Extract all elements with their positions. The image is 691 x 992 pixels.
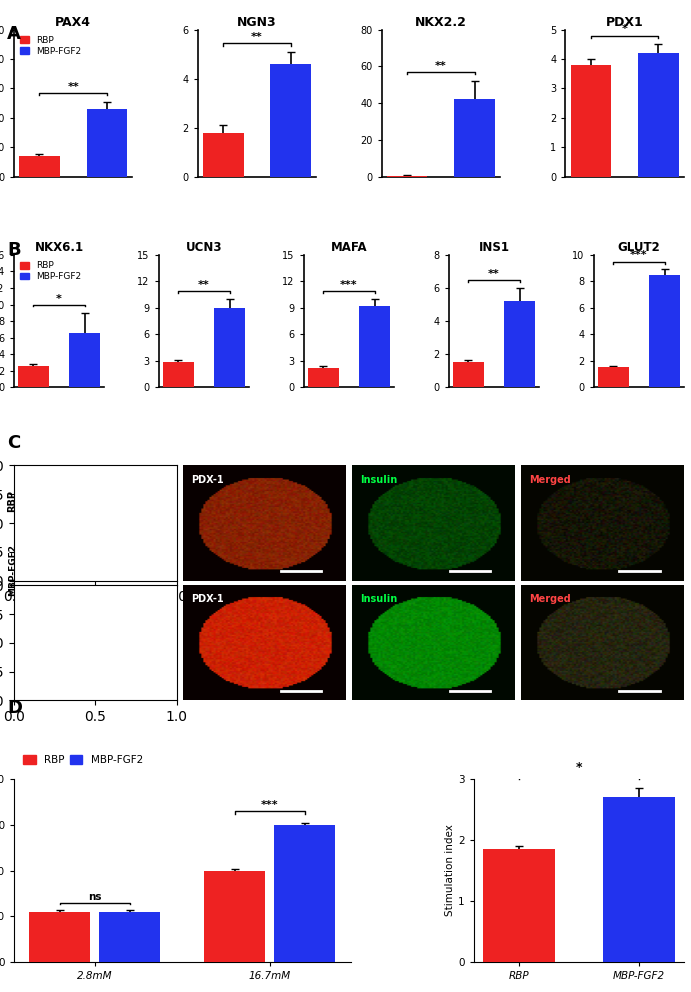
Title: NGN3: NGN3 <box>237 16 277 29</box>
Legend: RBP, MBP-FGF2: RBP, MBP-FGF2 <box>19 751 147 770</box>
Bar <box>603 798 674 962</box>
Text: Insulin: Insulin <box>360 475 397 485</box>
Title: PAX4: PAX4 <box>55 16 91 29</box>
Bar <box>99 912 160 962</box>
Text: *: * <box>576 761 582 774</box>
Title: UCN3: UCN3 <box>186 241 223 254</box>
Bar <box>69 333 100 387</box>
Title: MAFA: MAFA <box>330 241 368 254</box>
Bar <box>307 368 339 387</box>
Legend: RBP, MBP-FGF2: RBP, MBP-FGF2 <box>19 35 84 58</box>
Text: Merged: Merged <box>529 475 571 485</box>
Text: PDX-1: PDX-1 <box>191 475 224 485</box>
Text: ***: *** <box>261 800 278 809</box>
Bar <box>504 302 535 387</box>
Text: MBP-FGF2: MBP-FGF2 <box>8 545 17 596</box>
Bar <box>638 54 679 177</box>
Text: **: ** <box>198 280 210 290</box>
Text: B: B <box>7 241 21 259</box>
Bar <box>483 849 555 962</box>
Title: PDX1: PDX1 <box>606 16 643 29</box>
Y-axis label: Stimulation index: Stimulation index <box>445 824 455 917</box>
Text: **: ** <box>251 32 263 42</box>
Bar <box>18 366 49 387</box>
Bar <box>204 871 265 962</box>
Title: NKX6.1: NKX6.1 <box>35 241 84 254</box>
Text: *: * <box>622 24 627 34</box>
Bar <box>649 275 680 387</box>
Bar <box>455 99 495 177</box>
Text: PDX-1: PDX-1 <box>191 594 224 604</box>
Text: Insulin: Insulin <box>360 594 397 604</box>
Bar <box>571 65 612 177</box>
Text: DAPI: DAPI <box>22 475 48 485</box>
Text: A: A <box>7 25 21 43</box>
Text: ns: ns <box>88 893 102 903</box>
Text: DAPI: DAPI <box>22 594 48 604</box>
Text: *: * <box>56 294 62 304</box>
Bar <box>19 156 59 177</box>
Bar <box>203 133 243 177</box>
Bar <box>274 824 335 962</box>
Bar <box>86 109 127 177</box>
Title: INS1: INS1 <box>478 241 509 254</box>
Legend: RBP, MBP-FGF2: RBP, MBP-FGF2 <box>19 260 84 283</box>
Bar <box>359 307 390 387</box>
Text: **: ** <box>435 62 447 71</box>
Text: RBP: RBP <box>8 490 17 512</box>
Text: ***: *** <box>340 280 358 290</box>
Text: **: ** <box>67 82 79 92</box>
Bar <box>453 362 484 387</box>
Bar <box>29 912 91 962</box>
Bar <box>214 308 245 387</box>
Bar <box>598 367 629 387</box>
Text: **: ** <box>488 269 500 279</box>
Text: Merged: Merged <box>529 594 571 604</box>
Text: ***: *** <box>630 250 647 260</box>
Title: NKX2.2: NKX2.2 <box>415 16 467 29</box>
Bar <box>163 362 193 387</box>
Text: C: C <box>7 434 20 451</box>
Text: D: D <box>7 699 22 717</box>
Bar <box>270 64 311 177</box>
Title: GLUT2: GLUT2 <box>618 241 660 254</box>
